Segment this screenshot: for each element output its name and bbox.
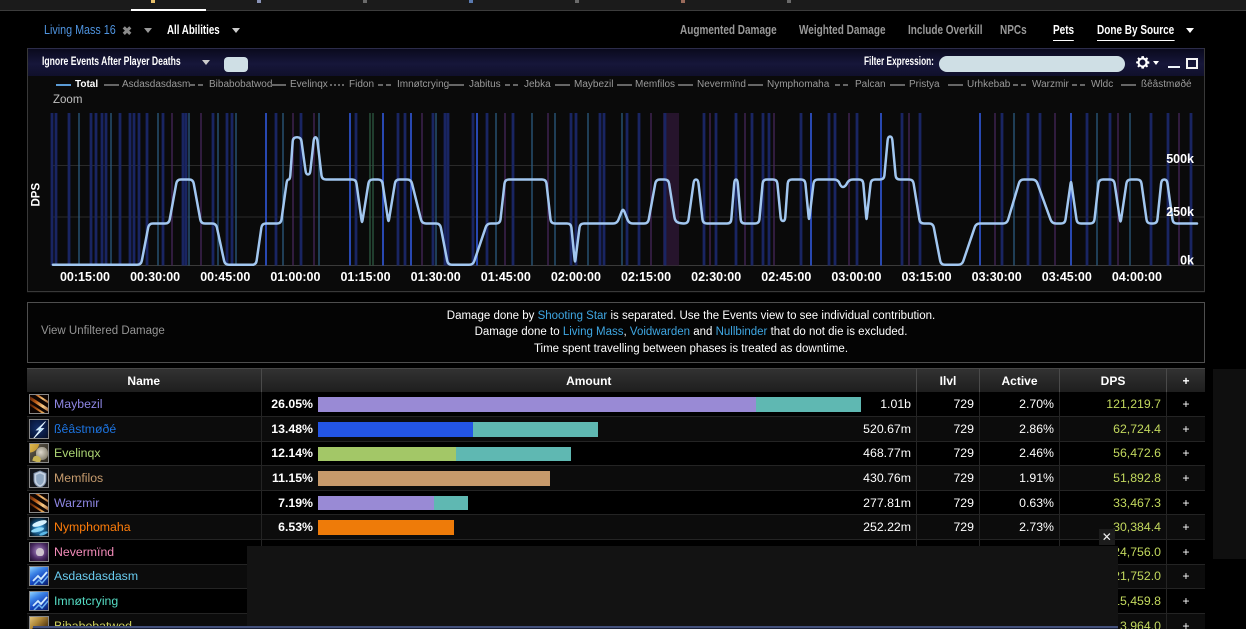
svg-text:03:15:00: 03:15:00	[902, 270, 952, 284]
svg-text:02:30:00: 02:30:00	[691, 270, 741, 284]
svg-text:00:45:00: 00:45:00	[200, 270, 250, 284]
svg-text:01:15:00: 01:15:00	[340, 270, 390, 284]
svg-text:0k: 0k	[1180, 254, 1194, 268]
svg-text:00:15:00: 00:15:00	[60, 270, 110, 284]
svg-text:02:45:00: 02:45:00	[761, 270, 811, 284]
svg-text:00:30:00: 00:30:00	[130, 270, 180, 284]
svg-text:500k: 500k	[1166, 152, 1194, 166]
svg-text:04:00:00: 04:00:00	[1112, 270, 1162, 284]
svg-text:02:00:00: 02:00:00	[551, 270, 601, 284]
svg-text:03:45:00: 03:45:00	[1042, 270, 1092, 284]
svg-text:03:00:00: 03:00:00	[831, 270, 881, 284]
svg-text:02:15:00: 02:15:00	[621, 270, 671, 284]
svg-text:01:00:00: 01:00:00	[270, 270, 320, 284]
svg-text:250k: 250k	[1166, 205, 1194, 219]
svg-text:03:30:00: 03:30:00	[972, 270, 1022, 284]
svg-text:01:45:00: 01:45:00	[481, 270, 531, 284]
svg-text:01:30:00: 01:30:00	[411, 270, 461, 284]
